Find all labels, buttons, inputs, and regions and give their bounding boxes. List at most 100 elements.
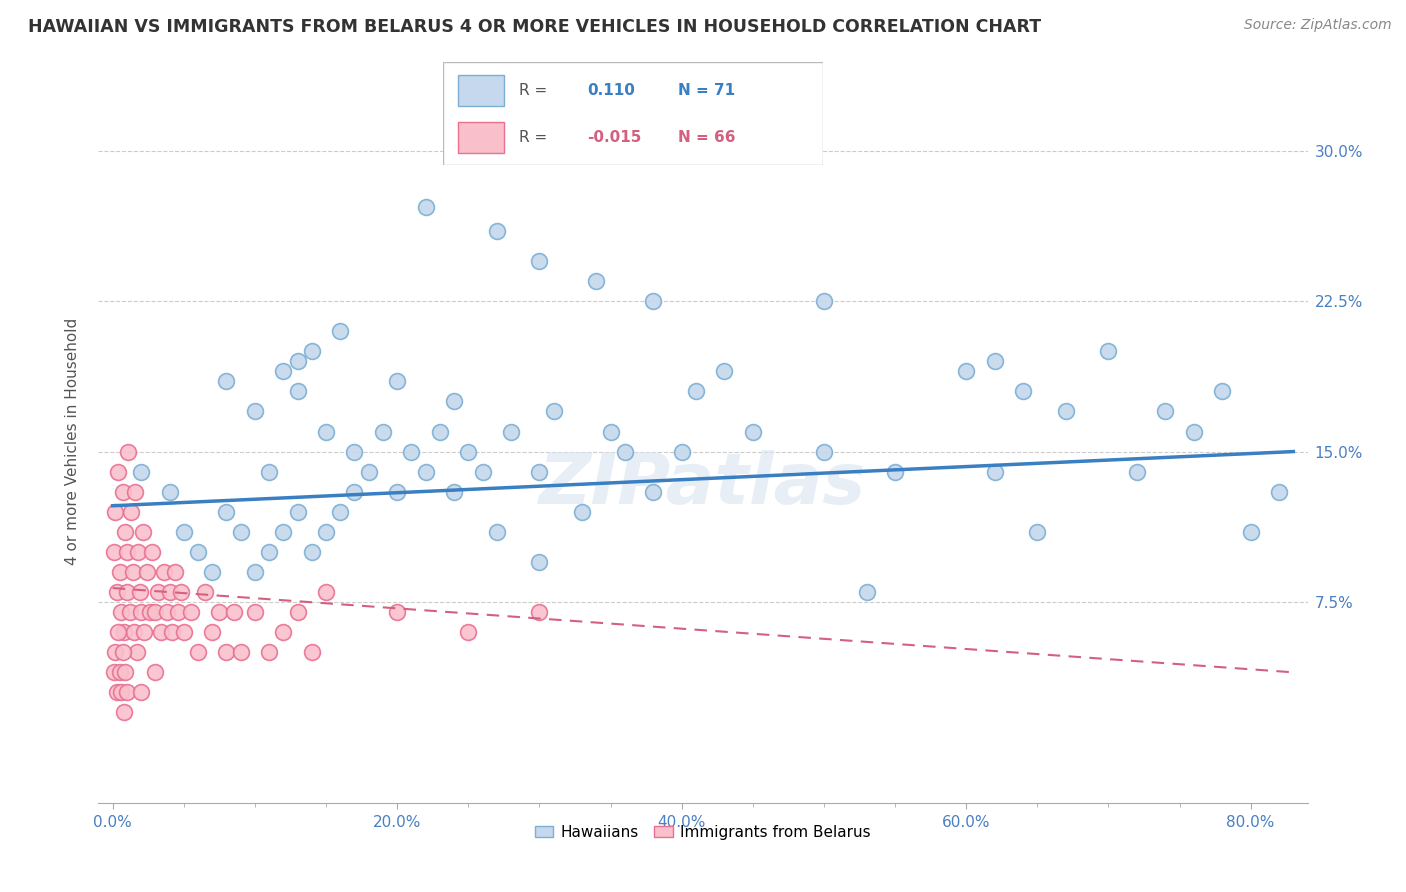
Point — [159, 484, 181, 499]
Point — [201, 625, 224, 640]
Point — [329, 324, 352, 338]
Point — [118, 605, 141, 619]
Point — [643, 294, 665, 309]
Point — [229, 524, 252, 539]
Y-axis label: 4 or more Vehicles in Household: 4 or more Vehicles in Household — [65, 318, 80, 566]
Point — [173, 625, 195, 640]
Point — [955, 364, 977, 378]
Point — [543, 404, 565, 418]
Point — [287, 605, 309, 619]
Point — [343, 444, 366, 458]
Text: HAWAIIAN VS IMMIGRANTS FROM BELARUS 4 OR MORE VEHICLES IN HOUSEHOLD CORRELATION : HAWAIIAN VS IMMIGRANTS FROM BELARUS 4 OR… — [28, 18, 1042, 36]
Point — [329, 505, 352, 519]
Point — [741, 425, 763, 439]
Legend: Hawaiians, Immigrants from Belarus: Hawaiians, Immigrants from Belarus — [529, 819, 877, 846]
Point — [114, 665, 136, 680]
Point — [243, 605, 266, 619]
Point — [131, 524, 153, 539]
Point — [150, 625, 173, 640]
Point — [257, 465, 280, 479]
Point — [167, 605, 190, 619]
Point — [415, 200, 437, 214]
Point — [229, 645, 252, 659]
Point — [1026, 524, 1049, 539]
Point — [108, 665, 131, 680]
Point — [243, 404, 266, 418]
Point — [107, 625, 129, 640]
Point — [257, 545, 280, 559]
Point — [371, 425, 394, 439]
Point — [385, 484, 408, 499]
Point — [143, 665, 166, 680]
Point — [385, 375, 408, 389]
Point — [485, 524, 508, 539]
Point — [107, 465, 129, 479]
Point — [287, 354, 309, 368]
Point — [103, 665, 125, 680]
Point — [156, 605, 179, 619]
Point — [170, 585, 193, 599]
Point — [257, 645, 280, 659]
Point — [599, 425, 621, 439]
Point — [529, 254, 551, 268]
Point — [273, 625, 295, 640]
Point — [187, 545, 209, 559]
Text: 0.110: 0.110 — [588, 83, 636, 97]
Point — [643, 484, 665, 499]
Point — [443, 484, 465, 499]
Point — [585, 274, 607, 288]
Point — [529, 555, 551, 569]
Point — [110, 605, 132, 619]
Text: -0.015: -0.015 — [588, 130, 641, 145]
Point — [301, 344, 323, 359]
Point — [1154, 404, 1177, 418]
Point — [301, 545, 323, 559]
Point — [884, 465, 907, 479]
Point — [273, 364, 295, 378]
Point — [401, 444, 423, 458]
Point — [983, 354, 1005, 368]
Point — [222, 605, 245, 619]
Point — [128, 585, 150, 599]
Point — [180, 605, 202, 619]
Point — [173, 524, 195, 539]
Point — [215, 505, 238, 519]
Point — [529, 605, 551, 619]
Point — [855, 585, 877, 599]
Point — [143, 605, 166, 619]
Point — [983, 465, 1005, 479]
Point — [165, 565, 187, 579]
Point — [343, 484, 366, 499]
Point — [159, 585, 181, 599]
Point — [471, 465, 494, 479]
Point — [111, 484, 134, 499]
Point — [813, 444, 835, 458]
Point — [135, 565, 157, 579]
Point — [713, 364, 735, 378]
Text: N = 71: N = 71 — [678, 83, 735, 97]
Point — [103, 545, 125, 559]
Point — [117, 444, 139, 458]
Point — [194, 585, 217, 599]
FancyBboxPatch shape — [458, 122, 503, 153]
Point — [115, 545, 138, 559]
Point — [287, 384, 309, 399]
Point — [457, 625, 479, 640]
Point — [301, 645, 323, 659]
Point — [162, 625, 184, 640]
Point — [415, 465, 437, 479]
Point — [127, 545, 149, 559]
Point — [110, 685, 132, 699]
Point — [287, 505, 309, 519]
Point — [443, 394, 465, 409]
Point — [571, 505, 593, 519]
Text: N = 66: N = 66 — [678, 130, 735, 145]
Point — [141, 545, 163, 559]
Point — [125, 645, 148, 659]
Point — [146, 585, 169, 599]
Point — [243, 565, 266, 579]
Point — [115, 685, 138, 699]
Point — [671, 444, 693, 458]
Point — [187, 645, 209, 659]
Point — [1268, 484, 1291, 499]
